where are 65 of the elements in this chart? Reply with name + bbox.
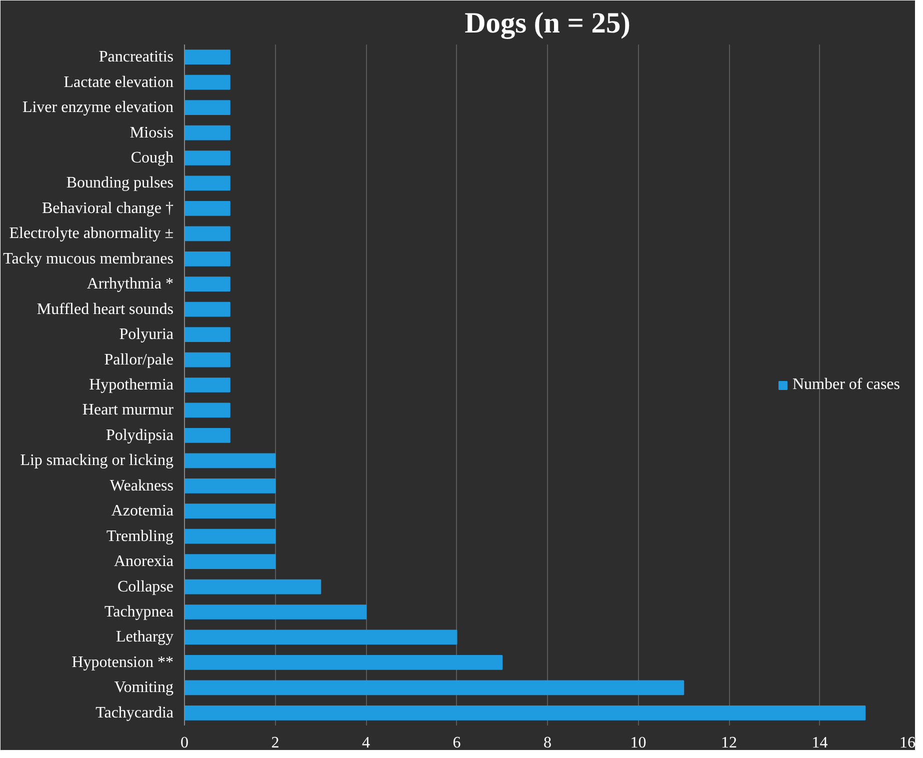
x-tick-label: 8 <box>544 734 552 752</box>
y-tick-label: Cough <box>130 150 174 166</box>
bar <box>184 378 230 392</box>
bar <box>184 579 322 594</box>
y-tick-label: Liver enzyme elevation <box>22 99 174 116</box>
y-tick-label: Muffled heart sounds <box>36 300 174 318</box>
legend-label: Number of cases <box>792 376 900 394</box>
y-tick-label: Pallor/pale <box>104 351 174 368</box>
bar <box>184 352 230 368</box>
bar <box>184 680 684 696</box>
bar <box>184 150 230 166</box>
bar <box>184 276 230 292</box>
y-tick-label: Tachycardia <box>96 704 174 722</box>
y-tick-label: Azotemia <box>111 502 174 520</box>
y-tick-label: Miosis <box>130 124 174 142</box>
bar <box>184 251 230 266</box>
y-tick-label: Lethargy <box>116 628 174 646</box>
chart-title: Dogs (n = 25) <box>464 8 630 40</box>
y-tick-label: Tachypnea <box>104 604 174 620</box>
y-tick-label: Behavioral change † <box>42 200 174 217</box>
bar <box>184 655 503 670</box>
x-tick-label: 12 <box>721 734 737 752</box>
y-tick-label: Anorexia <box>114 553 174 570</box>
bar <box>184 528 276 544</box>
x-tick-label: 4 <box>362 734 370 752</box>
bar <box>184 74 230 90</box>
bar <box>184 100 230 115</box>
bar <box>184 428 230 443</box>
x-tick-label: 6 <box>452 734 461 752</box>
bar <box>184 327 230 342</box>
y-tick-label: Polyuria <box>119 326 174 344</box>
x-tick-label: 2 <box>271 734 280 752</box>
bar <box>184 705 866 720</box>
x-tick-label: 16 <box>900 734 916 752</box>
bar <box>184 630 458 645</box>
y-tick-label: Lactate elevation <box>64 74 174 91</box>
bar <box>184 402 230 418</box>
y-tick-label: Lip smacking or licking <box>20 452 174 470</box>
bar <box>184 504 276 519</box>
bar <box>184 554 276 569</box>
y-tick-label: Electrolyte abnormality ± <box>9 225 174 242</box>
bar <box>184 125 230 140</box>
bar <box>184 478 276 494</box>
y-tick-label: Collapse <box>118 578 174 596</box>
y-tick-label: Vomiting <box>114 679 174 696</box>
y-tick-label: Bounding pulses <box>66 174 174 192</box>
y-tick-label: Tacky mucous membranes <box>3 250 174 268</box>
bar <box>184 176 230 191</box>
y-tick-label: Polydipsia <box>106 426 174 444</box>
y-tick-label: Heart murmur <box>82 402 174 419</box>
bar <box>184 453 276 468</box>
bar <box>184 226 230 242</box>
x-tick-label: 10 <box>630 734 646 752</box>
bar <box>184 50 230 65</box>
y-tick-label: Weakness <box>110 477 174 494</box>
y-tick-label: Arrhythmia * <box>86 276 174 293</box>
x-tick-label: 14 <box>812 734 828 752</box>
bar <box>184 201 230 216</box>
bar <box>184 302 230 317</box>
x-tick-label: 0 <box>180 734 188 752</box>
y-tick-label: Pancreatitis <box>98 48 174 66</box>
y-tick-label: Trembling <box>106 528 174 545</box>
y-tick-label: Hypotension ** <box>72 654 174 671</box>
y-tick-label: Hypothermia <box>89 376 174 394</box>
bar <box>184 604 366 620</box>
